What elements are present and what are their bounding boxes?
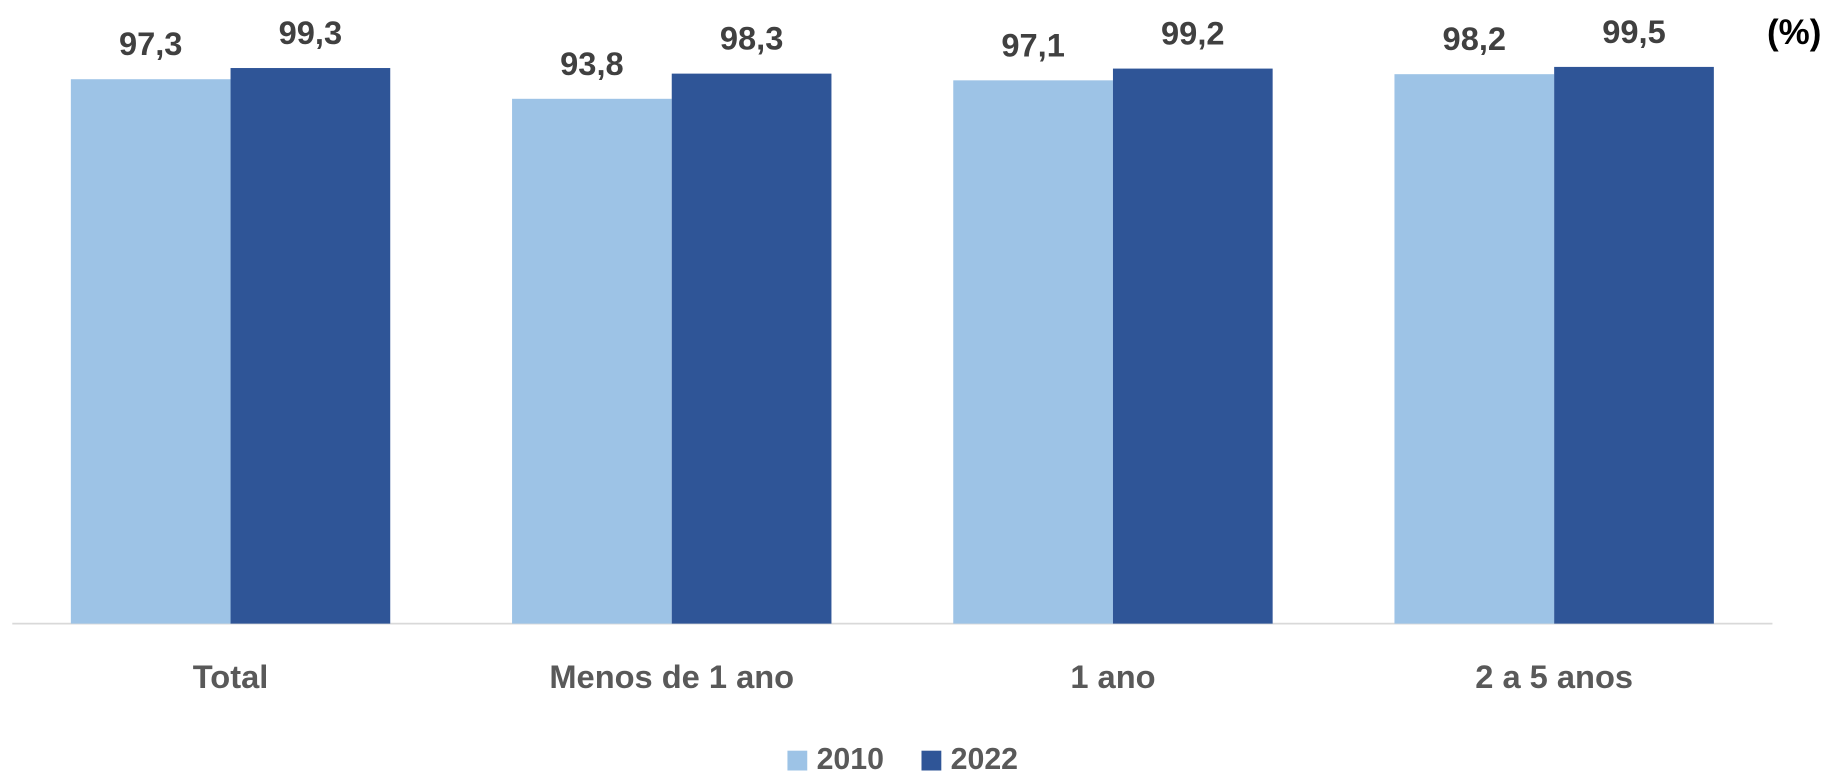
legend-label: 2022 <box>951 743 1018 774</box>
value-label: 93,8 <box>560 45 623 82</box>
value-label: 97,1 <box>1001 26 1065 63</box>
legend-swatch <box>787 750 808 771</box>
value-label: 98,3 <box>720 20 784 57</box>
bar <box>953 80 1113 624</box>
legend-swatch <box>921 750 942 771</box>
x-tick-label: Total <box>193 658 269 695</box>
value-label: 98,2 <box>1443 20 1507 57</box>
x-tick-label: Menos de 1 ano <box>549 658 794 695</box>
value-label: 99,2 <box>1161 15 1225 52</box>
unit-annotation: (%) <box>1767 13 1821 52</box>
legend-label: 2010 <box>817 743 884 774</box>
bar <box>671 73 832 624</box>
x-tick-label: 1 ano <box>1070 658 1155 695</box>
bar <box>1394 74 1555 624</box>
value-label: 97,3 <box>119 25 183 62</box>
bar <box>1554 66 1714 624</box>
value-label: 99,5 <box>1602 13 1666 50</box>
bar <box>230 68 391 624</box>
bar <box>1112 68 1273 624</box>
bar <box>512 98 672 624</box>
value-label: 99,3 <box>279 14 343 51</box>
bar <box>70 79 231 624</box>
x-tick-label: 2 a 5 anos <box>1475 658 1633 695</box>
